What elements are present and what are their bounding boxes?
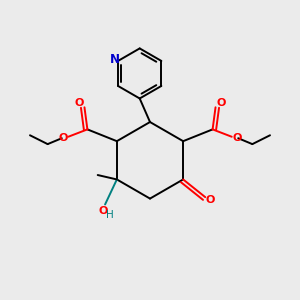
Text: N: N — [110, 53, 119, 66]
Text: O: O — [74, 98, 84, 108]
Text: O: O — [232, 133, 242, 143]
Text: H: H — [106, 210, 114, 220]
Text: O: O — [216, 98, 226, 108]
Text: O: O — [206, 195, 215, 205]
Text: O: O — [99, 206, 108, 216]
Text: O: O — [58, 133, 68, 143]
